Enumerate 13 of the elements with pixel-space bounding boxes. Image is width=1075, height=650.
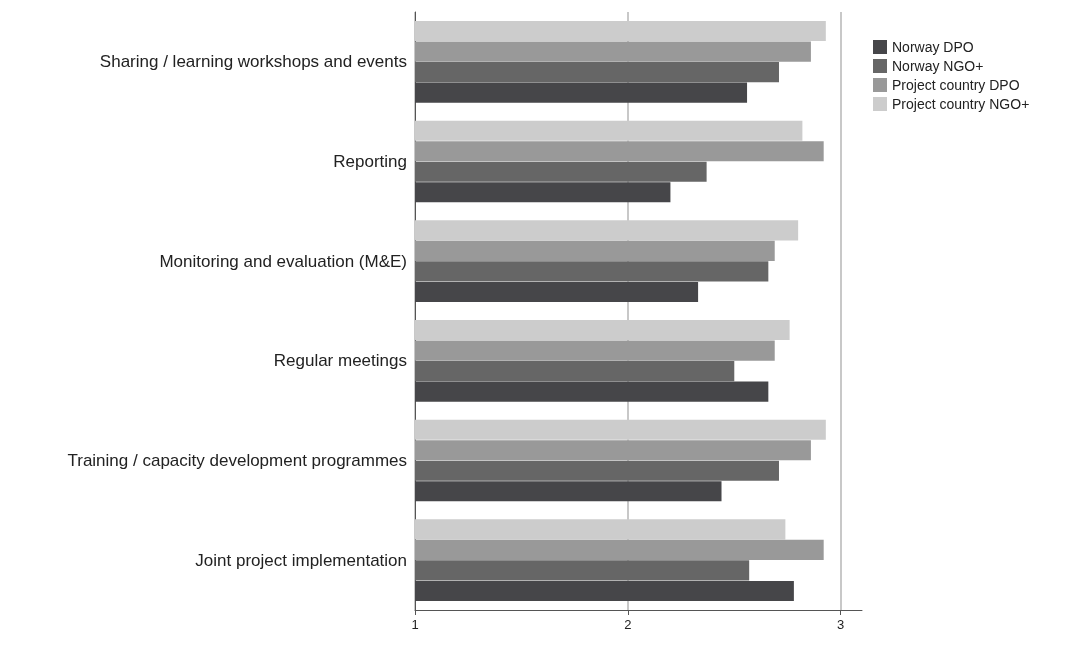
y-tick-label: Training / capacity development programmes — [67, 451, 407, 470]
y-tick-label: Sharing / learning workshops and events — [99, 52, 407, 72]
legend-label: Project country NGO+ — [892, 96, 1030, 112]
y-tick-label: Monitoring and evaluation (M&E) — [159, 251, 407, 271]
legend-label: Norway DPO — [892, 39, 974, 55]
legend-label: Norway NGO+ — [892, 58, 984, 74]
y-tick-label: Joint project implementation — [195, 550, 407, 570]
x-tick-label: 3 — [837, 617, 845, 632]
y-tick-label: Reporting — [333, 152, 407, 171]
x-tick-label: 2 — [624, 617, 632, 632]
x-tick-label: 1 — [411, 617, 419, 632]
y-tick-label: Regular meetings — [273, 351, 407, 371]
legend-label: Project country DPO — [892, 77, 1020, 93]
